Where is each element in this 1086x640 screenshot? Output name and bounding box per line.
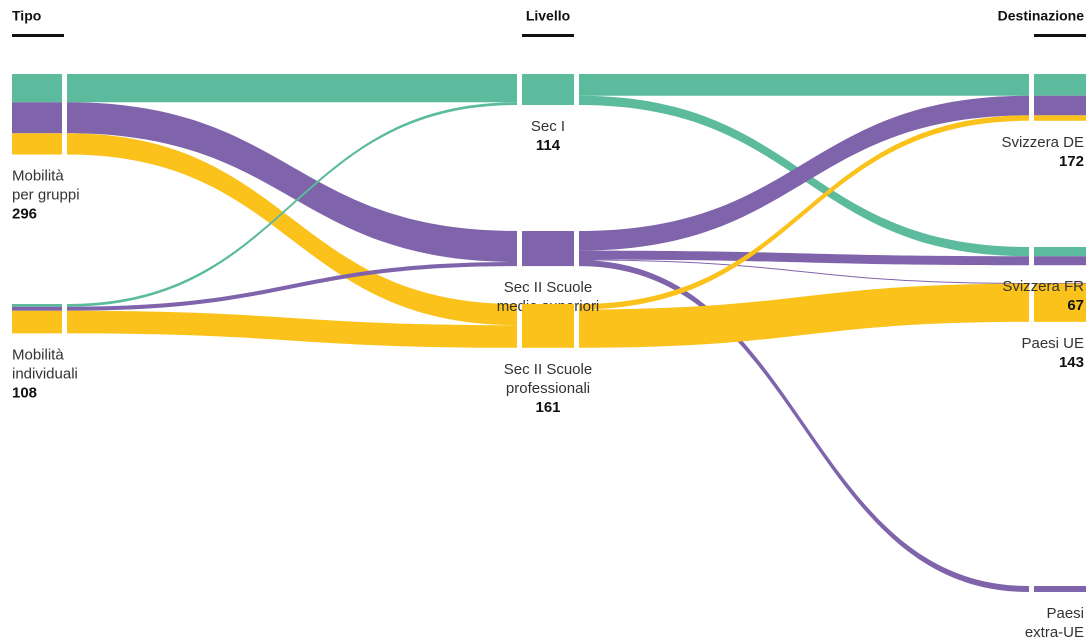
flow [67, 102, 517, 307]
column-underline [12, 34, 64, 37]
node-segment [1034, 283, 1086, 284]
node-segment [12, 306, 62, 311]
column-underline [522, 34, 574, 37]
node-value: 296 [12, 205, 37, 222]
node-label: per gruppi [12, 186, 80, 203]
node-label: individuali [12, 365, 78, 382]
flow [67, 74, 517, 103]
flow [67, 102, 517, 263]
node-label: Mobilità [12, 167, 64, 184]
flow [579, 74, 1029, 96]
column-title: Livello [526, 8, 570, 24]
node-value: 108 [12, 384, 37, 401]
node-label: Sec II Scuole [504, 279, 592, 296]
flow [67, 310, 517, 348]
node-segment [12, 304, 62, 307]
node-segment [1034, 256, 1086, 266]
flow [579, 259, 1029, 284]
flow [579, 260, 1029, 592]
node [522, 231, 574, 267]
node-label: Sec II Scuole [504, 361, 592, 378]
column-title: Destinazione [998, 8, 1085, 24]
node-label: Paesi UE [1021, 335, 1084, 352]
node-label: professionali [506, 380, 590, 397]
column-title: Tipo [12, 8, 41, 24]
flow [579, 95, 1029, 251]
node-value: 161 [535, 399, 560, 416]
flow [67, 133, 517, 326]
node [522, 304, 574, 348]
node-label: Svizzera DE [1001, 134, 1084, 151]
node-value: 67 [1067, 297, 1084, 314]
node-value: 172 [1059, 153, 1084, 170]
node-segment [1034, 74, 1086, 96]
node-segment [1034, 115, 1086, 121]
node-segment [1034, 586, 1086, 592]
node-segment [12, 133, 62, 155]
flow [579, 250, 1029, 266]
node-segment [12, 74, 62, 103]
node-value: 143 [1059, 354, 1084, 371]
node-segment [1034, 247, 1086, 257]
node-segment [12, 102, 62, 134]
node-label: Svizzera FR [1002, 278, 1084, 295]
node-segment [12, 310, 62, 334]
node-segment [1034, 95, 1086, 116]
column-underline [1034, 34, 1086, 37]
node [522, 74, 574, 106]
node-label: Mobilità [12, 346, 64, 363]
node-value: 114 [536, 137, 561, 154]
node-label: extra-UE [1025, 624, 1084, 640]
node-label: Paesi [1046, 605, 1084, 622]
node-segment [1034, 283, 1086, 322]
node-label: Sec I [531, 118, 565, 135]
flow [67, 262, 517, 311]
flow [579, 115, 1029, 310]
flow [579, 283, 1029, 348]
